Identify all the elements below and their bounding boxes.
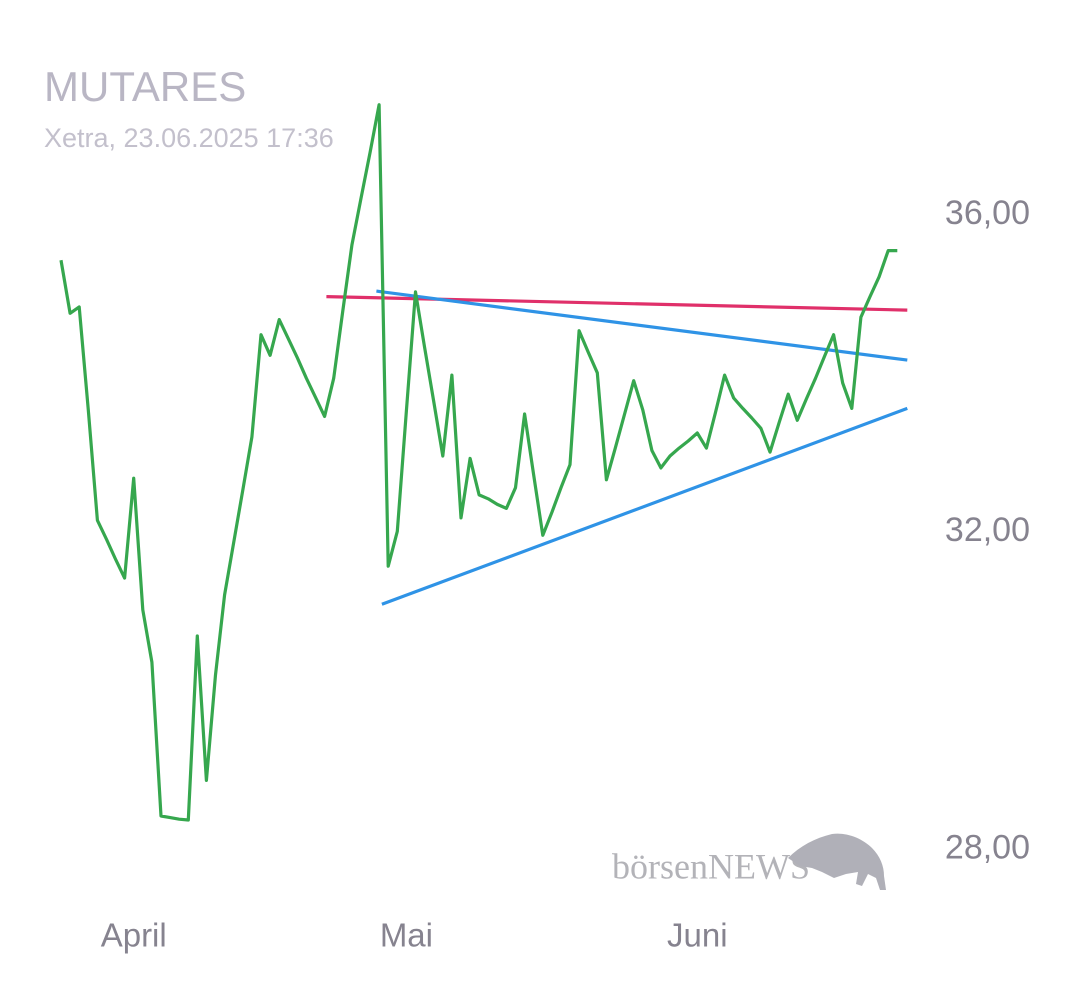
y-tick-label: 36,00	[945, 194, 1030, 232]
x-tick-label: Juni	[667, 917, 728, 954]
bull-icon	[788, 833, 886, 890]
x-tick-label: April	[101, 917, 167, 954]
watermark-text: börsenNEWS	[612, 846, 810, 886]
price-line	[59, 103, 898, 822]
x-tick-label: Mai	[380, 917, 433, 954]
trend-line	[376, 289, 908, 362]
y-tick-label: 28,00	[945, 828, 1030, 866]
y-tick-label: 32,00	[945, 511, 1030, 549]
trend-line	[381, 406, 908, 606]
watermark: börsenNEWS	[612, 833, 886, 890]
trend-line	[326, 295, 908, 312]
chart-title: MUTARES	[44, 63, 246, 110]
chart-subtitle: Xetra, 23.06.2025 17:36	[44, 123, 334, 153]
